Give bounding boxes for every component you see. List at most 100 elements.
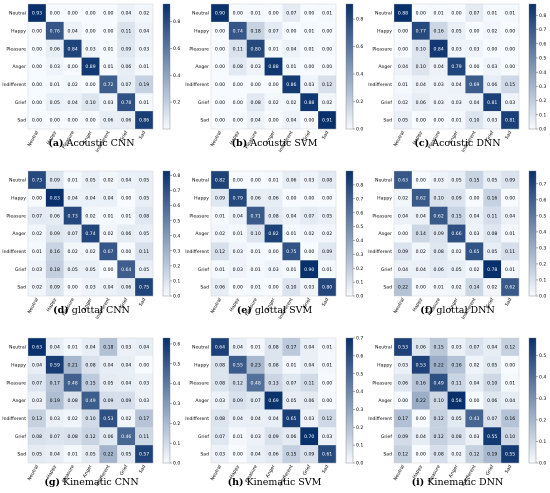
colorbar-tick-label: 0.0	[539, 127, 546, 133]
cell-value-label: 0.53	[416, 362, 426, 368]
cell-value-label: 0.63	[32, 345, 42, 351]
cell-value-label: 0.66	[451, 231, 461, 237]
cell-value-label: 0.18	[103, 345, 113, 351]
column-tick-label: Grief	[119, 297, 130, 310]
heatmap-cell	[300, 409, 319, 428]
cell-value-label: 0.80	[322, 285, 332, 291]
heatmap-cell	[117, 75, 136, 94]
heatmap-cell	[282, 445, 301, 464]
row-tick-label: Neutral	[192, 11, 209, 17]
heatmap-cell	[447, 93, 466, 112]
cell-value-label: 0.01	[103, 46, 113, 52]
heatmap-cell	[447, 427, 466, 446]
cell-value-label: 0.02	[451, 452, 461, 458]
colorbar-tick-label: 0.8	[539, 13, 546, 19]
cell-value-label: 0.00	[286, 195, 296, 201]
heatmap-cell	[501, 409, 520, 428]
cell-value-label: 0.09	[505, 178, 515, 184]
colorbar-tick-label: 0.7	[173, 188, 180, 194]
cell-value-label: 0.08	[251, 100, 261, 106]
heatmap-cell	[318, 111, 337, 130]
colorbar-tick-label: 0.4	[539, 70, 546, 76]
heatmap-cell	[411, 111, 430, 130]
heatmap-cell	[318, 445, 337, 464]
cell-value-label: 0.00	[268, 118, 278, 124]
cell-value-label: 0.01	[68, 345, 78, 351]
heatmap-cell	[465, 391, 484, 410]
cell-value-label: 0.01	[68, 452, 78, 458]
heatmap-cell	[483, 224, 502, 243]
cell-value-label: 0.83	[50, 195, 60, 201]
heatmap-cell	[228, 278, 247, 297]
heatmap-cell	[45, 171, 64, 189]
heatmap-cell	[429, 57, 448, 76]
colorbar-tick-label: 0.2	[173, 263, 180, 269]
heatmap-cell	[447, 278, 466, 297]
cell-value-label: 0.10	[434, 195, 444, 201]
heatmap-cell	[501, 57, 520, 76]
heatmap-cell	[411, 188, 430, 207]
cell-value-label: 0.08	[451, 434, 461, 440]
heatmap-cell	[429, 75, 448, 94]
cell-value-label: 0.00	[398, 46, 408, 52]
cell-value-label: 0.00	[233, 452, 243, 458]
heatmap-cell	[135, 93, 154, 112]
heatmap-cell	[246, 111, 265, 130]
cell-value-label: 0.07	[304, 213, 314, 219]
cell-value-label: 0.00	[304, 195, 314, 201]
heatmap-cell	[264, 260, 283, 279]
row-tick-label: Neutral	[375, 11, 392, 17]
cell-value-label: 0.06	[215, 285, 225, 291]
heatmap-cell	[501, 391, 520, 410]
cell-value-label: 0.65	[469, 249, 479, 255]
cell-value-label: 0.06	[50, 213, 60, 219]
cell-value-label: 0.05	[85, 178, 95, 184]
heatmap-cell	[228, 75, 247, 94]
heatmap-cell	[81, 4, 100, 22]
heatmap-cell	[465, 373, 484, 392]
heatmap-cell	[228, 39, 247, 58]
heatmap-cell	[28, 224, 46, 243]
cell-value-label: 0.08	[215, 362, 225, 368]
colorbar-tick-label: 0.6	[173, 203, 180, 209]
colorbar-tick-label: 0.5	[356, 371, 363, 377]
cell-value-label: 0.10	[286, 285, 296, 291]
colorbar-tick-label: 0.1	[173, 279, 180, 285]
heatmap-cell	[45, 93, 64, 112]
heatmap-cell	[300, 206, 319, 225]
cell-value-label: 0.02	[487, 28, 497, 34]
heatmap-cell	[99, 188, 118, 207]
cell-value-label: 0.07	[487, 416, 497, 422]
heatmap-cell	[394, 445, 412, 464]
cell-value-label: 0.03	[469, 434, 479, 440]
heatmap-cell	[394, 409, 412, 428]
matrix-frame	[393, 170, 520, 297]
cell-value-label: 0.03	[139, 46, 149, 52]
heatmap-cell	[411, 75, 430, 94]
heatmap-cell	[300, 355, 319, 374]
cell-value-label: 0.01	[487, 11, 497, 17]
heatmap-cell	[447, 355, 466, 374]
column-tick-label: Sad	[504, 464, 514, 475]
cell-value-label: 0.88	[304, 100, 314, 106]
heatmap-cell	[63, 206, 82, 225]
cell-value-label: 0.00	[505, 28, 515, 34]
cell-value-label: 0.62	[505, 285, 515, 291]
cell-value-label: 0.00	[268, 285, 278, 291]
row-tick-label: Indifferent	[2, 249, 26, 255]
cell-value-label: 0.03	[304, 416, 314, 422]
cell-value-label: 0.00	[398, 231, 408, 237]
cell-value-label: 0.00	[416, 118, 426, 124]
cell-value-label: 0.08	[434, 249, 444, 255]
heatmap-cell	[63, 355, 82, 374]
cell-value-label: 0.08	[268, 362, 278, 368]
cell-value-label: 0.00	[85, 82, 95, 88]
heatmap-cell	[99, 373, 118, 392]
heatmap-cell	[45, 409, 64, 428]
heatmap-cell	[429, 427, 448, 446]
cell-value-label: 0.00	[322, 398, 332, 404]
cell-value-label: 0.01	[304, 46, 314, 52]
matrix-frame	[393, 3, 520, 130]
heatmap-cell	[411, 409, 430, 428]
heatmap-cell	[99, 224, 118, 243]
